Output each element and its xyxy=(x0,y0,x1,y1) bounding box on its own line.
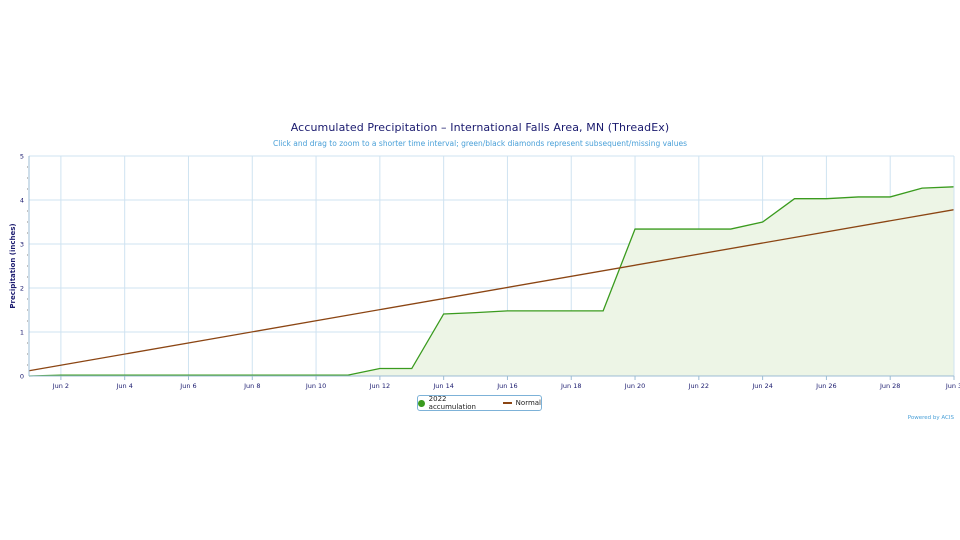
x-tick-label: Jun 2 xyxy=(52,382,69,390)
series-line-2022-accumulation xyxy=(28,186,955,377)
x-tick-label: Jun 14 xyxy=(432,382,454,390)
y-tick-label: 2 xyxy=(20,285,24,293)
x-tick-label: Jun 20 xyxy=(624,382,646,390)
legend-item-normal[interactable]: Normal xyxy=(502,399,541,407)
legend-label: Normal xyxy=(515,399,541,407)
legend-line-icon xyxy=(502,402,512,404)
y-tick-label: 1 xyxy=(20,329,24,337)
y-tick-label: 4 xyxy=(20,197,24,205)
x-tick-label: Jun 22 xyxy=(688,382,710,390)
x-tick-label: Jun 3 xyxy=(945,382,960,390)
chart-legend: 2022 accumulation Normal xyxy=(417,395,542,411)
y-tick-label: 3 xyxy=(20,241,24,249)
x-tick-label: Jun 28 xyxy=(879,382,901,390)
series-line-normal xyxy=(28,209,955,372)
y-tick-label: 0 xyxy=(20,373,24,381)
y-axis-title: Precipitation (inches) xyxy=(9,223,17,308)
x-tick-label: Jun 4 xyxy=(116,382,133,390)
chart-subtitle: Click and drag to zoom to a shorter time… xyxy=(272,139,688,148)
x-tick-label: Jun 6 xyxy=(179,382,196,390)
x-tick-label: Jun 26 xyxy=(815,382,837,390)
legend-dot-icon xyxy=(418,399,425,407)
x-tick-label: Jun 8 xyxy=(243,382,260,390)
y-tick-label: 5 xyxy=(20,153,24,161)
credits-link[interactable]: Powered by ACIS xyxy=(907,415,954,421)
x-tick-label: Jun 12 xyxy=(369,382,391,390)
axes: 0 1 2 3 4 5 Jun 2 Jun 4 Jun 6 Jun 8 Jun 10 Jun 12 Ju… xyxy=(9,153,960,391)
series-layer xyxy=(28,186,955,377)
x-tick-label: Jun 16 xyxy=(496,382,518,390)
chart-title: Accumulated Precipitation – Internationa… xyxy=(290,121,670,134)
x-tick-label: Jun 18 xyxy=(560,382,582,390)
x-tick-label: Jun 24 xyxy=(751,382,773,390)
legend-item-2022-accumulation[interactable]: 2022 accumulation xyxy=(418,395,493,411)
accumulation-area xyxy=(29,186,954,376)
legend-label: 2022 accumulation xyxy=(428,395,476,411)
x-tick-label: Jun 10 xyxy=(305,382,327,390)
